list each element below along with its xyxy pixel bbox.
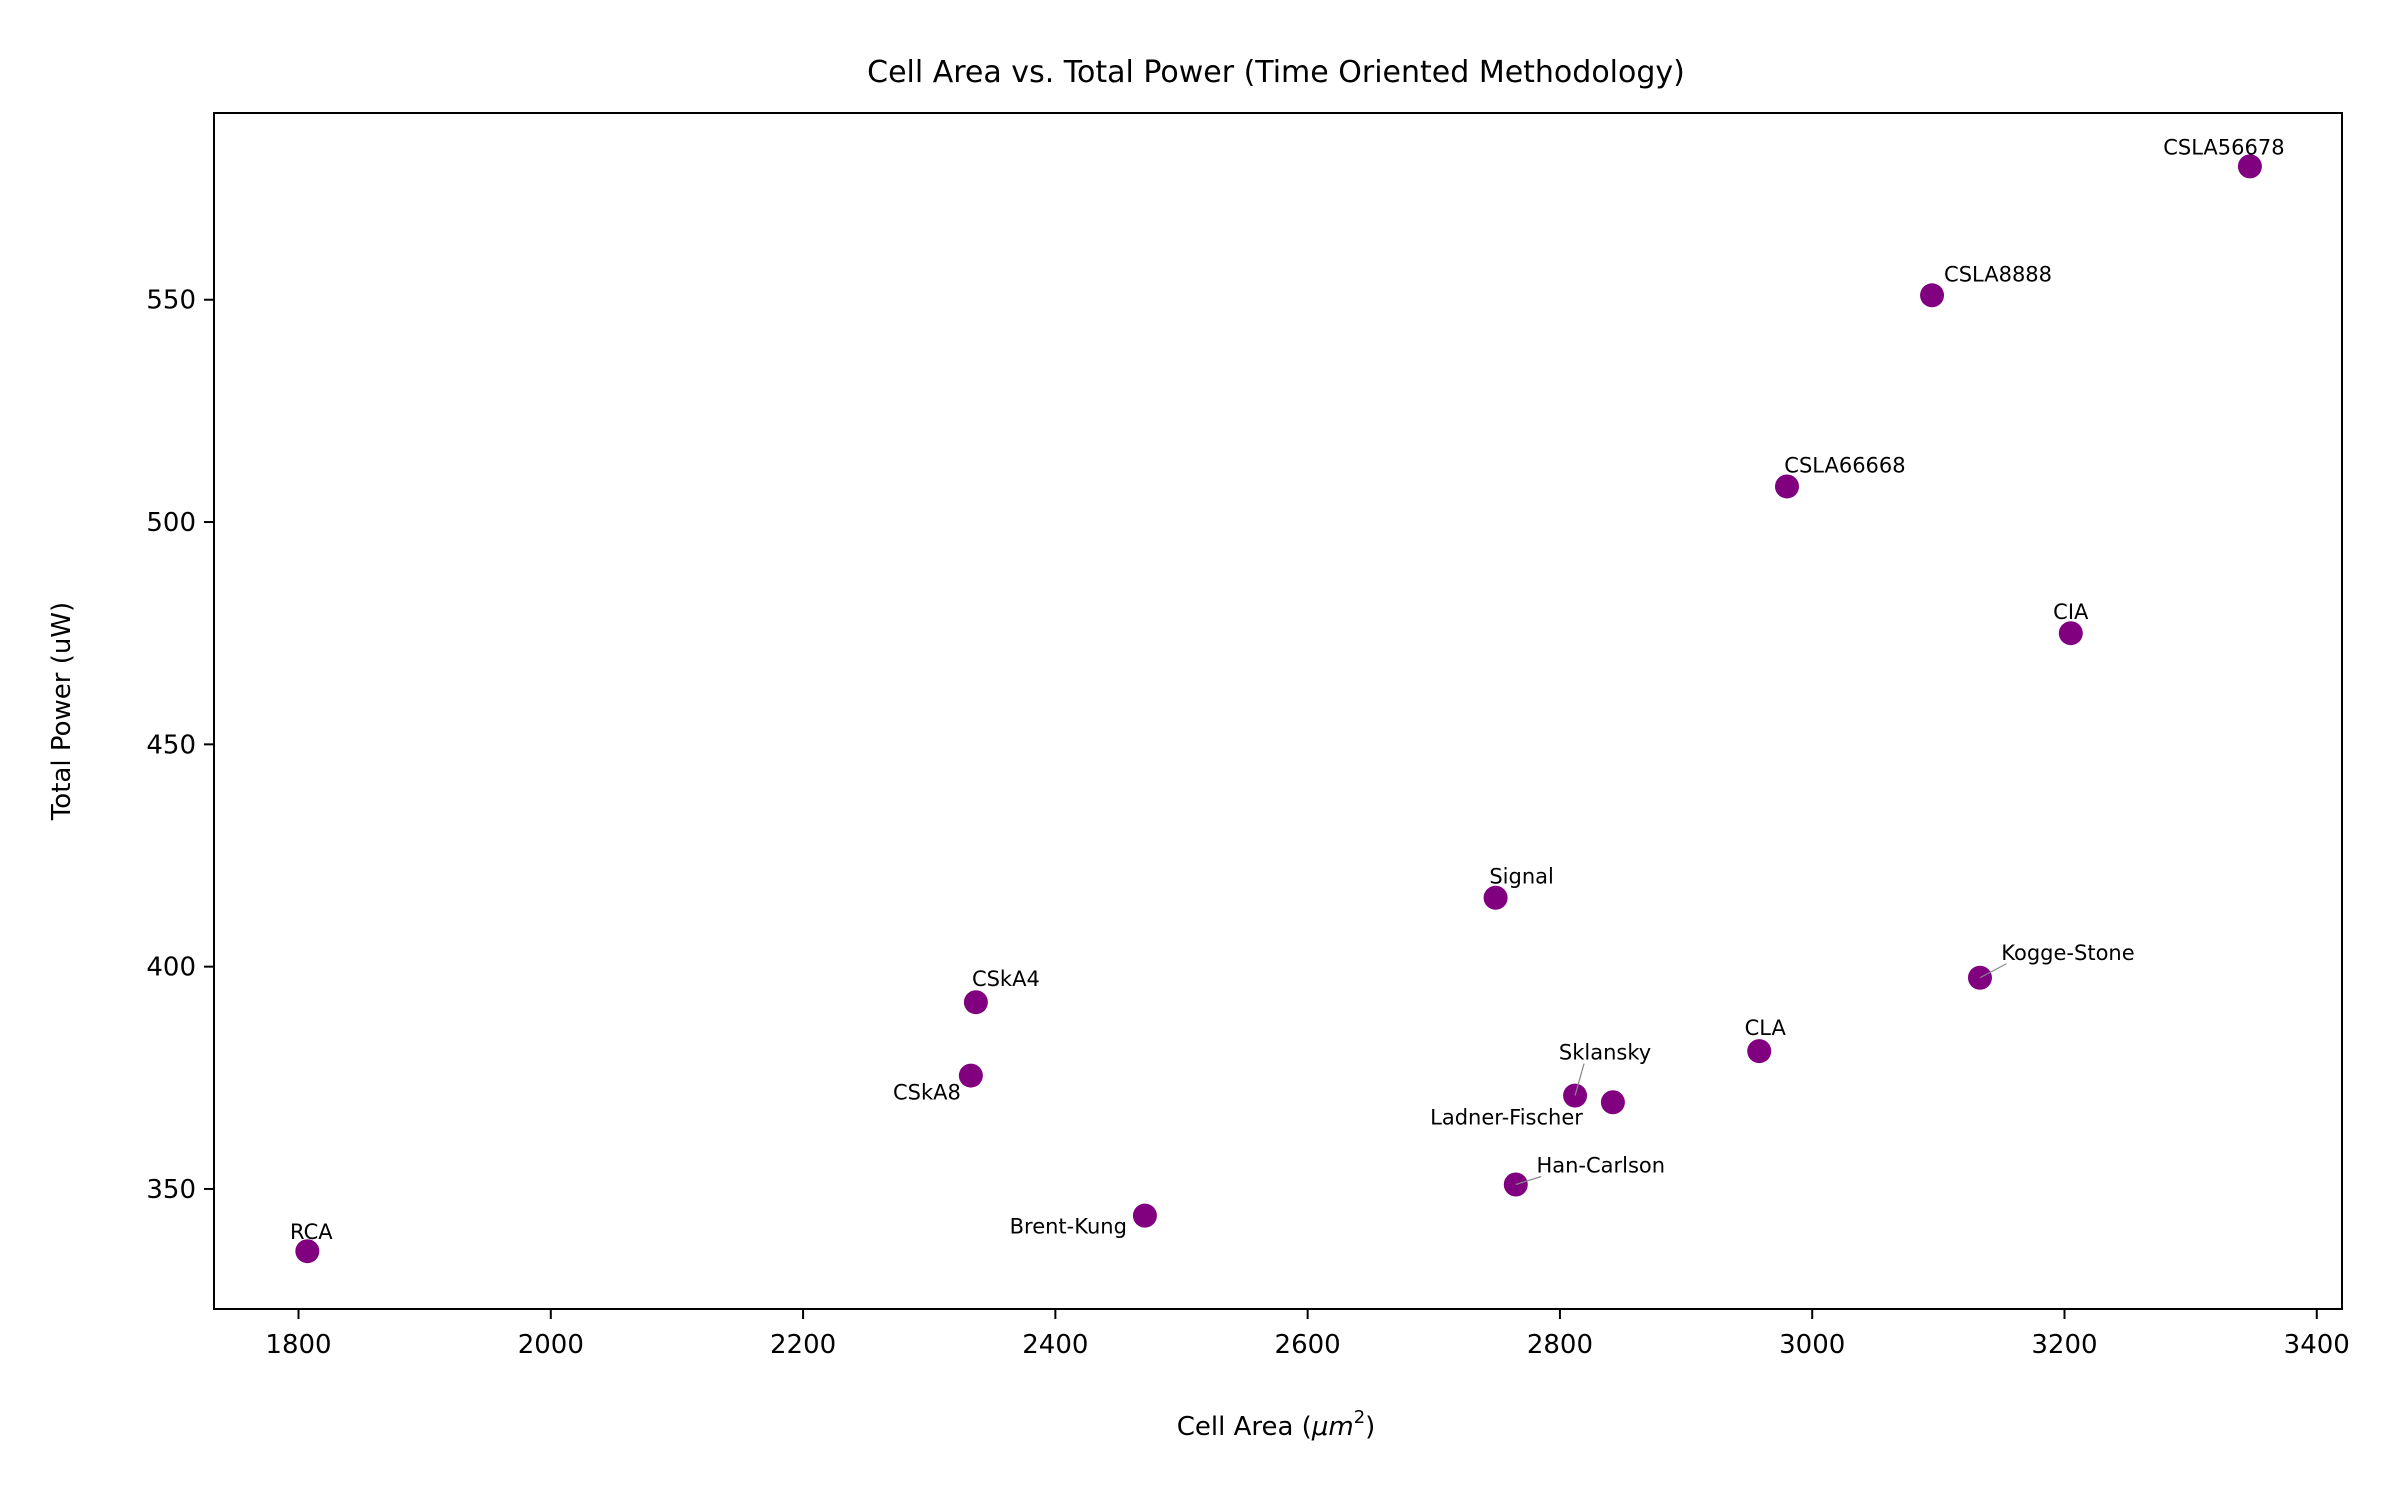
- data-point: [295, 1239, 320, 1264]
- data-point: [1774, 474, 1799, 499]
- label-leader-line: [1574, 1063, 1585, 1096]
- data-point: [1600, 1090, 1625, 1115]
- data-points: [295, 154, 2262, 1264]
- point-label: RCA: [290, 1220, 333, 1244]
- data-point: [1132, 1203, 1157, 1228]
- data-point: [1483, 885, 1508, 910]
- point-label: CLA: [1745, 1016, 1787, 1040]
- x-tick-label: 3400: [2284, 1330, 2350, 1360]
- y-tick-label: 550: [146, 286, 196, 316]
- point-label: CSkA4: [972, 967, 1040, 991]
- point-label: CSLA56678: [2163, 135, 2284, 159]
- label-leader-line: [1979, 963, 2007, 979]
- point-label: CSkA8: [893, 1081, 961, 1105]
- data-point: [1920, 283, 1945, 308]
- data-point: [963, 990, 988, 1015]
- point-label: Signal: [1489, 865, 1554, 889]
- point-label: Brent-Kung: [1010, 1215, 1127, 1239]
- y-tick-label: 350: [146, 1175, 196, 1205]
- x-axis-label: Cell Area (μm2): [1177, 1407, 1376, 1442]
- point-labels: RCA Brent-Kung CSkA8 CSkA4 Signal Han-Carlson…: [290, 135, 2285, 1244]
- y-axis-ticks: 350 400 450 500 550: [146, 286, 214, 1205]
- x-tick-label: 1800: [265, 1330, 331, 1360]
- y-tick-label: 500: [146, 508, 196, 538]
- plot-area-frame: [213, 112, 2343, 1310]
- data-point: [2058, 621, 2083, 646]
- y-axis-label: Total Power (uW): [47, 602, 77, 821]
- data-point: [1747, 1039, 1772, 1064]
- y-tick-label: 450: [146, 730, 196, 760]
- y-tick-label: 400: [146, 953, 196, 983]
- x-tick-label: 3000: [1779, 1330, 1845, 1360]
- x-tick-label: 2800: [1527, 1330, 1593, 1360]
- data-point: [958, 1063, 983, 1088]
- x-tick-label: 2400: [1022, 1330, 1088, 1360]
- point-label: Kogge-Stone: [2001, 941, 2134, 965]
- x-tick-label: 3200: [2031, 1330, 2097, 1360]
- point-label: CSLA66668: [1784, 453, 1905, 477]
- point-label: CSLA8888: [1944, 262, 2052, 286]
- label-leader-line: [1515, 1175, 1542, 1186]
- point-label: Han-Carlson: [1536, 1154, 1665, 1178]
- point-label: Ladner-Fischer: [1430, 1105, 1583, 1129]
- point-label: CIA: [2053, 600, 2089, 624]
- x-tick-label: 2000: [518, 1330, 584, 1360]
- data-point: [2237, 154, 2262, 179]
- x-tick-label: 2600: [1275, 1330, 1341, 1360]
- x-tick-label: 2200: [770, 1330, 836, 1360]
- chart-title: Cell Area vs. Total Power (Time Oriented…: [867, 55, 1685, 90]
- point-label: Sklansky: [1559, 1041, 1651, 1065]
- x-axis-ticks: 1800 2000 2200 2400 2600 2800 3000 3200 3400: [265, 1309, 2350, 1360]
